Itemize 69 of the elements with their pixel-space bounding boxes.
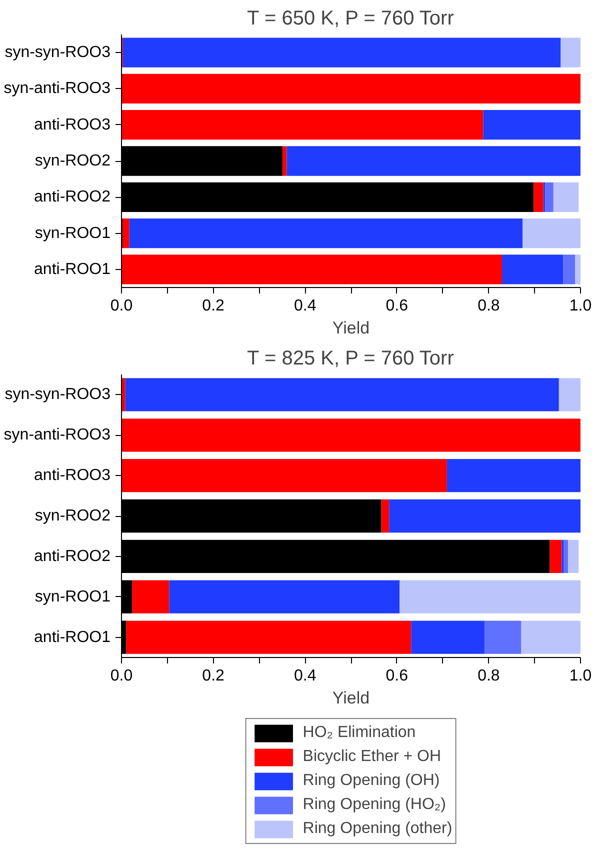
bar bbox=[484, 620, 522, 654]
x-tick-label: 1.0 bbox=[569, 668, 592, 684]
bar bbox=[122, 418, 580, 452]
legend-label: Ring Opening (other) bbox=[302, 820, 452, 838]
bar bbox=[502, 254, 564, 284]
y-tick-label: syn-ROO2 bbox=[34, 152, 111, 170]
bar bbox=[553, 182, 579, 212]
x-tick-label: 0.6 bbox=[386, 298, 408, 314]
bar bbox=[446, 458, 580, 492]
bar bbox=[411, 620, 485, 654]
y-tick-label: syn-ROO1 bbox=[34, 224, 111, 242]
y-tick-label: syn-anti-ROO3 bbox=[4, 80, 111, 98]
bar bbox=[558, 378, 580, 412]
bar bbox=[129, 218, 523, 248]
bar bbox=[522, 218, 580, 248]
y-tick-label: syn-ROO1 bbox=[34, 588, 111, 606]
bar bbox=[169, 580, 400, 614]
x-tick-label: 1.0 bbox=[569, 298, 592, 314]
bar bbox=[574, 254, 580, 284]
bar bbox=[560, 38, 580, 68]
bar bbox=[122, 74, 580, 104]
bar bbox=[122, 110, 484, 140]
x-tick-label: 0.8 bbox=[478, 298, 500, 314]
chart-title: T = 825 K, P = 760 Torr bbox=[247, 348, 454, 370]
bar bbox=[286, 146, 580, 176]
bar bbox=[545, 182, 554, 212]
bar bbox=[132, 580, 170, 614]
bar bbox=[389, 499, 580, 533]
bar bbox=[564, 540, 568, 574]
x-tick-label: 0.8 bbox=[478, 668, 500, 684]
y-tick-label: anti-ROO1 bbox=[34, 260, 111, 278]
bar bbox=[550, 540, 562, 574]
x-tick-label: 0.2 bbox=[202, 298, 225, 314]
y-tick-label: anti-ROO3 bbox=[34, 467, 111, 484]
x-tick-label: 0.0 bbox=[110, 298, 133, 314]
y-tick-label: anti-ROO2 bbox=[34, 548, 111, 565]
y-tick-label: syn-anti-ROO3 bbox=[4, 426, 111, 444]
y-tick-label: syn-syn-ROO3 bbox=[4, 386, 111, 404]
y-tick-label: anti-ROO1 bbox=[34, 628, 111, 646]
x-axis-title: Yield bbox=[332, 688, 370, 708]
bar bbox=[568, 540, 579, 574]
x-tick-label: 0.4 bbox=[294, 668, 316, 684]
x-tick-label: 0.0 bbox=[110, 668, 133, 684]
legend-label: Ring Opening (HO₂) bbox=[302, 796, 446, 814]
bar bbox=[125, 378, 559, 412]
x-tick-label: 0.6 bbox=[386, 668, 408, 684]
y-tick-label: syn-syn-ROO3 bbox=[4, 44, 111, 62]
bar bbox=[122, 38, 561, 68]
legend-label: HO₂ Elimination bbox=[302, 724, 416, 742]
x-axis-title: Yield bbox=[332, 318, 370, 338]
bar bbox=[563, 254, 575, 284]
x-tick-label: 0.2 bbox=[202, 668, 225, 684]
bar bbox=[483, 110, 580, 140]
bar bbox=[126, 620, 412, 654]
bar bbox=[400, 580, 580, 614]
chart-title: T = 650 K, P = 760 Torr bbox=[247, 8, 454, 30]
y-tick-label: syn-ROO2 bbox=[34, 508, 111, 524]
bar bbox=[122, 458, 447, 492]
bar bbox=[122, 254, 502, 284]
bar bbox=[521, 620, 580, 654]
legend-label: Ring Opening (OH) bbox=[302, 772, 440, 790]
x-tick-label: 0.4 bbox=[294, 298, 316, 314]
bar bbox=[534, 182, 544, 212]
bar bbox=[122, 218, 130, 248]
y-tick-label: anti-ROO3 bbox=[34, 116, 111, 134]
bar bbox=[282, 146, 287, 176]
legend-label: Bicyclic Ether + OH bbox=[302, 748, 442, 766]
bar bbox=[381, 499, 390, 533]
y-tick-label: anti-ROO2 bbox=[34, 188, 111, 206]
